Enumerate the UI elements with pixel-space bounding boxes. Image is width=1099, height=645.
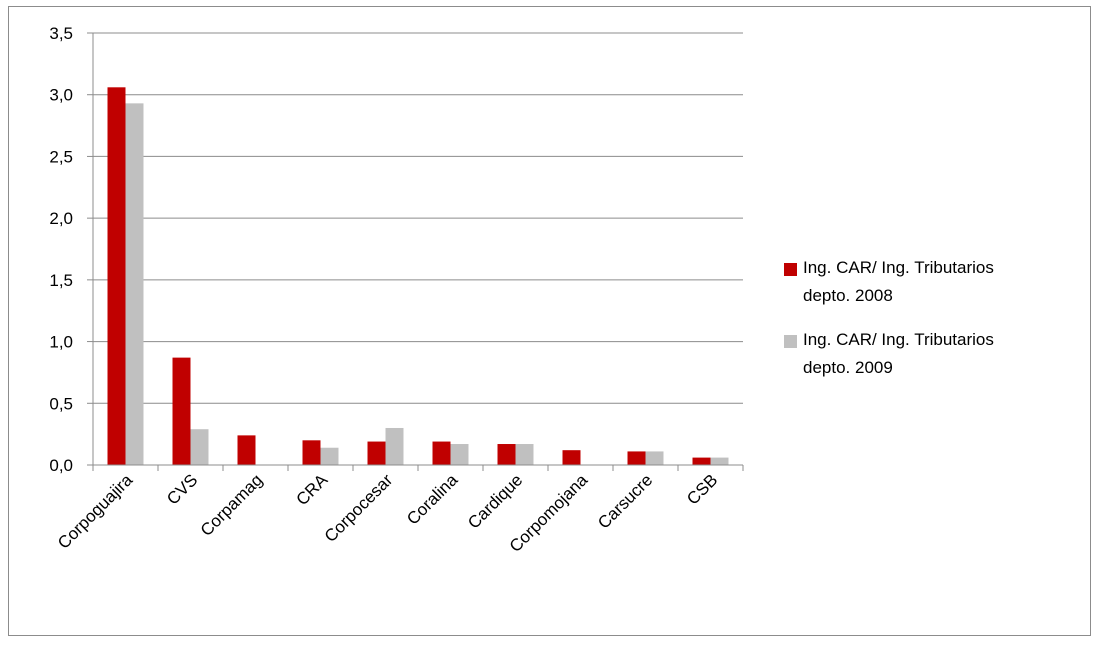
bar-2008-cardique <box>497 444 516 465</box>
y-tick-label: 1,0 <box>49 333 73 352</box>
x-tick-label: Cardique <box>464 470 526 532</box>
x-tick-label: CSB <box>683 470 721 508</box>
bar-2009-corpoguajira <box>125 103 144 466</box>
bar-2008-coralina <box>432 441 451 465</box>
bar-2009-csb <box>710 457 729 465</box>
bar-2008-corpamag <box>237 435 256 465</box>
y-tick-label: 2,5 <box>49 147 73 166</box>
bar-2008-corpocesar <box>367 441 386 465</box>
y-tick-label: 3,0 <box>49 86 73 105</box>
bar-2008-corpoguajira <box>107 87 126 466</box>
bar-2009-cra <box>320 447 339 465</box>
x-tick-label: Corpamag <box>197 470 267 540</box>
legend-label-2009: Ing. CAR/ Ing. Tributarios depto. 2009 <box>803 330 994 377</box>
y-tick-label: 2,0 <box>49 209 73 228</box>
x-tick-label: CRA <box>293 470 332 509</box>
legend-swatch-2008 <box>784 263 797 276</box>
y-tick-label: 0,0 <box>49 456 73 475</box>
bar-2008-cra <box>302 440 321 465</box>
bar-2009-corpocesar <box>385 427 404 465</box>
legend: Ing. CAR/ Ing. Tributarios depto. 2008 I… <box>784 258 1084 402</box>
chart-frame <box>8 6 1091 636</box>
legend-item-2008: Ing. CAR/ Ing. Tributarios depto. 2008 <box>784 258 1084 310</box>
bar-2008-corpomojana <box>562 450 581 465</box>
bar-2009-cardique <box>515 444 534 465</box>
x-tick-label: CVS <box>163 470 201 508</box>
legend-swatch-2009 <box>784 335 797 348</box>
y-tick-label: 3,5 <box>49 24 73 43</box>
x-tick-label: Coralina <box>403 470 462 529</box>
y-tick-label: 1,5 <box>49 271 73 290</box>
bar-2008-cvs <box>172 357 191 465</box>
bar-2009-cvs <box>190 429 209 465</box>
bar-2008-carsucre <box>627 451 646 465</box>
legend-item-2009: Ing. CAR/ Ing. Tributarios depto. 2009 <box>784 330 1084 382</box>
y-tick-labels: 0,0 0,5 1,0 1,5 2,0 2,5 3,0 3,5 <box>49 24 73 475</box>
bar-2009-carsucre <box>645 451 664 465</box>
gridlines <box>87 32 743 466</box>
legend-label-2008: Ing. CAR/ Ing. Tributarios depto. 2008 <box>803 258 994 305</box>
y-tick-label: 0,5 <box>49 394 73 413</box>
bar-2008-csb <box>692 457 711 465</box>
x-tick-label: Carsucre <box>594 470 656 532</box>
x-tick-label: Corpocesar <box>321 470 397 546</box>
bars <box>107 87 729 466</box>
axes <box>92 33 744 471</box>
bar-2009-coralina <box>450 444 469 465</box>
x-tick-label: Corpoguajira <box>54 470 137 553</box>
